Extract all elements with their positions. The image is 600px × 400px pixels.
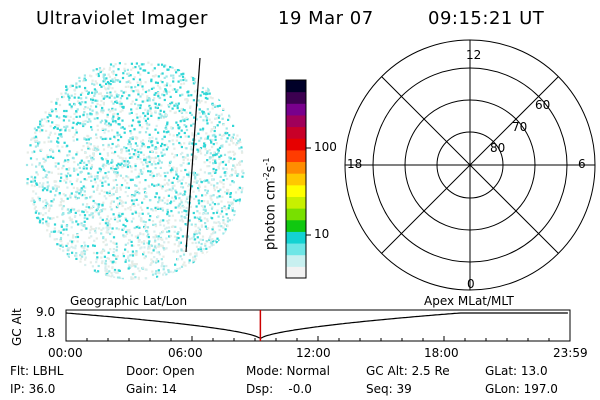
- mlt-label-0: 0: [467, 277, 475, 291]
- mlt-label-6: 6: [578, 157, 586, 171]
- polar-grid: [344, 39, 596, 291]
- colorbar-tick-10: 10: [314, 227, 330, 241]
- timeline-xtick-0600: 06:00: [168, 346, 203, 360]
- status-mode: Mode: Normal: [246, 364, 330, 378]
- app-title: Ultraviolet Imager: [36, 8, 208, 29]
- timeline-xtick-1200: 12:00: [296, 346, 331, 360]
- status-gc-alt: GC Alt: 2.5 Re: [366, 364, 450, 378]
- header-date: 19 Mar 07: [278, 8, 374, 29]
- mlt-label-12: 12: [466, 48, 482, 62]
- lat-label-70: 70: [512, 120, 528, 134]
- lat-label-80: 80: [490, 141, 506, 155]
- timeline-ytick-9: 9.0: [36, 305, 56, 319]
- mlt-label-18: 18: [347, 157, 363, 171]
- status-seq: Seq: 39: [366, 382, 412, 396]
- colorbar-units-label: photon cm-2s-1: [262, 157, 279, 250]
- status-filter: Flt: LBHL: [10, 364, 64, 378]
- status-ip: IP: 36.0: [10, 382, 56, 396]
- timeline-ylabel: GC Alt: [10, 308, 24, 346]
- timeline-xtick-0000: 00:00: [48, 346, 83, 360]
- timeline-xtick-2359: 23:59: [553, 346, 588, 360]
- aurora-image-disk: [25, 61, 245, 280]
- status-glon: GLon: 197.0: [485, 382, 558, 396]
- timeline-xtick-1800: 18:00: [424, 346, 459, 360]
- header-time: 09:15:21 UT: [428, 8, 545, 29]
- altitude-curve: [65, 312, 568, 339]
- colorbar-frame: [285, 79, 307, 279]
- colorbar-tick-100: 100: [314, 140, 337, 154]
- terminator-line: [185, 57, 201, 253]
- timeline-right-title: Apex MLat/MLT: [424, 294, 514, 308]
- status-gain: Gain: 14: [126, 382, 177, 396]
- status-door: Door: Open: [126, 364, 195, 378]
- timeline-ytick-1-8: 1.8: [36, 326, 56, 340]
- lat-label-60: 60: [535, 98, 551, 112]
- status-glat: GLat: 13.0: [485, 364, 548, 378]
- status-dsp: Dsp: -0.0: [246, 382, 312, 396]
- colorbar: [286, 80, 306, 279]
- timeline-left-title: Geographic Lat/Lon: [70, 294, 188, 308]
